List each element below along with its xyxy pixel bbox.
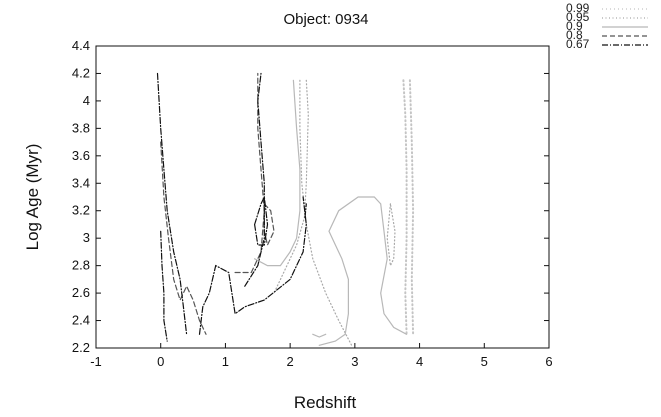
contour-line-0-8 [235, 74, 264, 273]
y-tick-label: 2.8 [72, 258, 90, 273]
x-tick-label: 2 [287, 354, 294, 369]
y-tick-label: 2.2 [72, 340, 90, 355]
y-tick-label: 4 [83, 93, 90, 108]
y-tick-label: 3 [83, 230, 90, 245]
y-tick-label: 3.4 [72, 175, 90, 190]
x-tick-label: 0 [157, 354, 164, 369]
contour-line-0-67 [161, 231, 168, 341]
contour-line-0-67 [255, 197, 268, 245]
y-tick-label: 3.8 [72, 120, 90, 135]
x-tick-label: -1 [90, 354, 102, 369]
contour-series [158, 74, 414, 346]
contour-line-0-9 [255, 80, 300, 265]
y-tick-label: 4.4 [72, 38, 90, 53]
legend: 0.990.950.90.80.67 [566, 1, 648, 51]
y-tick-label: 3.6 [72, 148, 90, 163]
y-tick-label: 4.2 [72, 65, 90, 80]
contour-line-0-67 [200, 197, 307, 334]
contour-line-0-67 [158, 74, 187, 335]
chart-title: Object: 0934 [283, 11, 368, 28]
y-tick-label: 3.2 [72, 203, 90, 218]
x-axis-label: Redshift [294, 393, 357, 412]
y-axis-label: Log Age (Myr) [23, 144, 42, 251]
contour-line-0-95 [387, 204, 395, 266]
x-tick-label: 5 [481, 354, 488, 369]
y-tick-label: 2.4 [72, 313, 90, 328]
contour-line-0-99 [410, 80, 413, 334]
contour-line-0-95 [274, 80, 308, 293]
legend-label: 0.67 [566, 37, 590, 51]
contour-line-0-9 [313, 334, 326, 337]
x-tick-label: 4 [416, 354, 423, 369]
x-axis: -1 0 1 2 3 4 5 6 [90, 343, 552, 369]
x-tick-label: 1 [222, 354, 229, 369]
x-tick-label: 6 [545, 354, 552, 369]
y-axis: 2.2 2.4 2.6 2.8 3 3.2 3.4 3.6 3.8 4 4.2 4.4 [72, 38, 549, 355]
contour-line-0-99 [403, 80, 406, 334]
y-tick-label: 2.6 [72, 285, 90, 300]
x-tick-label: 3 [351, 354, 358, 369]
contour-line-0-67 [245, 74, 264, 287]
